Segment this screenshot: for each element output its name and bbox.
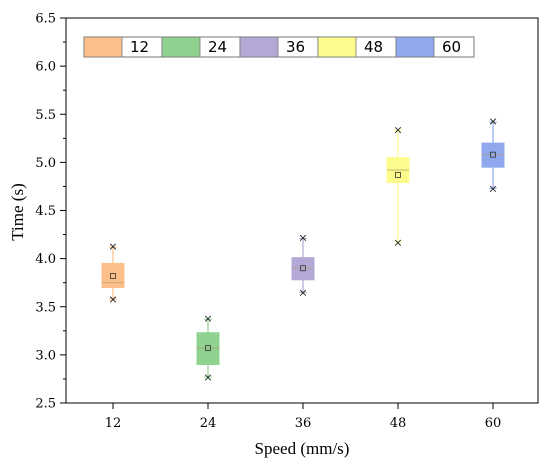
y-tick-label: 5.0 [35,156,56,171]
box-series [101,118,505,381]
legend-label-12: 12 [130,38,149,56]
x-tick-label: 48 [390,416,407,431]
x-tick-label: 24 [200,416,217,431]
marker-stroke [204,315,212,322]
box-12 [101,243,125,303]
max-marker [204,315,212,322]
min-marker [299,289,307,296]
marker-stroke [299,289,307,296]
legend-swatch-60 [395,36,435,58]
y-tick-label: 6.5 [35,12,56,27]
plot-frame [65,17,539,404]
y-tick-label: 2.5 [35,397,56,412]
x-axis: 12 24 36 48 60 [105,403,502,431]
max-marker [299,234,307,242]
legend-label-24: 24 [208,38,227,56]
x-axis-title: Speed (mm/s) [255,439,350,458]
min-marker [394,239,402,246]
mean-marker [110,273,116,279]
mean-marker [300,265,306,272]
legend-swatch-48 [317,36,357,58]
legend-swatch-36 [239,36,279,58]
y-tick-label: 3.0 [35,348,56,363]
legend-label-60: 60 [442,38,461,56]
box-body [196,332,220,365]
y-tick-label: 5.5 [35,108,56,123]
mean-marker [205,345,211,352]
axes [65,17,539,404]
marker-stroke [109,296,117,303]
legend-swatch-12 [83,36,123,58]
mean-marker [395,171,401,178]
marker-stroke [109,243,117,250]
x-tick-label: 12 [105,416,122,431]
min-marker [109,296,117,303]
marker-stroke [394,239,402,246]
marker-stroke [204,374,212,381]
y-tick-label: 6.0 [35,60,56,75]
legend-swatch-24 [161,36,201,58]
max-marker [394,126,402,134]
y-axis: 2.5 3.0 3.5 4.0 4.5 5.0 5.5 6.0 6.5 [35,12,66,412]
legend: 12 24 36 48 60 [83,36,475,58]
y-tick-label: 3.5 [35,300,56,315]
legend-label-36: 36 [286,38,305,56]
box-24 [196,315,220,381]
marker-stroke [489,185,497,192]
max-marker [109,243,117,250]
mean-marker [490,151,496,158]
y-tick-label: 4.0 [35,252,56,267]
y-axis-title: Time (s) [8,183,27,240]
box-36 [291,234,315,296]
x-tick-label: 60 [485,416,502,431]
marker-stroke [489,118,497,125]
marker-stroke [299,234,307,242]
box-48 [386,126,410,246]
max-marker [489,118,497,125]
legend-label-48: 48 [364,38,383,56]
marker-stroke [394,126,402,134]
box-body [291,257,315,281]
box-body [481,142,505,168]
min-marker [489,185,497,192]
box-body [101,262,125,288]
y-tick-label: 4.5 [35,204,56,219]
box-60 [481,118,505,192]
min-marker [204,374,212,381]
x-tick-label: 36 [295,416,312,431]
